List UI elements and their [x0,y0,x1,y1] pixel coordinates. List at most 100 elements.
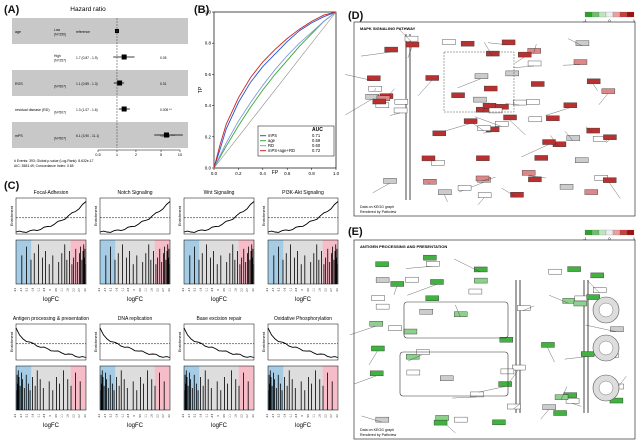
kegg-edge [345,99,372,116]
panel-e: (E) ANTIGEN PROCESSING AND PRESENTATION -… [344,222,643,443]
kegg-edge [564,356,588,360]
kegg-gene-box [559,183,574,190]
kegg-gene-box [367,75,381,81]
kegg-legend-cell [605,11,614,18]
kegg-gene-box [567,266,581,272]
gsea-xlabel: logFC [211,423,228,429]
gsea-ylabel: Enrichment [93,205,98,226]
roc-legend-name: mPS+age+RD [268,148,295,153]
kegg-frame [353,239,636,440]
gsea-tick-label: -2.7 [104,413,107,418]
kegg-edge [452,396,477,399]
gsea-tick-label: 1.6 [67,414,70,418]
roc-series-line [213,11,337,169]
panel-c-label: (C) [4,180,20,192]
kegg-gene-box [542,139,556,145]
gsea-neutral-region [31,240,71,284]
kegg-gene-box [474,73,489,79]
forest-row-n: (N=507) [54,137,66,141]
gsea-tick-label: 1.1 [313,288,316,292]
gsea-enrichment-curve [267,201,339,233]
kegg-gene-box [586,294,600,300]
roc-xtick-label: 0.8 [308,171,315,175]
gsea-tick-label: -2.2 [278,413,281,418]
gsea-barcode-frame [267,239,339,285]
kegg-gene-box [590,272,604,279]
gsea-enrichment-curve [99,327,171,358]
kegg-edge [454,258,481,273]
kegg-edge [345,74,374,81]
kegg-edge [444,194,448,203]
kegg-gene-box [390,281,404,287]
kegg-edge [477,197,485,205]
gsea-ylabel: Enrichment [9,331,14,352]
kegg-gene-box [495,121,509,127]
gsea-tick-label: 0 [301,415,304,417]
gsea-tick-label: 0.5 [307,288,310,292]
kegg-gene-box [475,175,490,182]
forest-row-p: 0.31 [160,82,167,86]
gsea-tick-label: 1.6 [151,288,154,292]
kegg-gene-box [581,351,595,357]
gsea-tick-label: 3.2 [168,414,171,418]
kegg-edge [389,112,401,116]
gsea-tick-label: 1.6 [319,288,322,292]
roc-frame [213,11,337,169]
kegg-gene-box [425,295,439,301]
kegg-gene-box [369,370,384,377]
roc-xtick-label: 0.0 [211,171,218,175]
gsea-tick-label: -2.7 [20,413,23,418]
gsea-tick-label: 2.7 [162,414,165,418]
gsea-tick-label: -0.5 [211,413,214,418]
gsea-tick-label: 1.6 [151,414,154,418]
kegg-gene-box [574,295,588,302]
roc-series-line [213,11,337,169]
forest-estimate-marker [121,106,127,112]
kegg-edge [405,266,433,269]
gsea-tick-label: -1.1 [205,287,208,292]
kegg-edge [564,131,573,141]
gsea-tick-label: 2.2 [324,414,327,418]
gsea-enrichment-frame [15,323,87,361]
kegg-compartment [399,351,509,397]
gsea-tick-label: -1.6 [200,413,203,418]
gsea-tick-label: -1.6 [200,287,203,292]
gsea-xlabel: logFC [127,423,144,429]
gsea-plot-title: Notch Signaling [117,190,152,196]
roc-legend-name: mPS [268,133,277,138]
gsea-negative-region [268,240,284,284]
roc-legend-title: AUC [312,127,323,133]
gsea-tick-label: -1.1 [37,287,40,292]
gsea-barcode-frame [183,365,255,411]
gsea-tick-label: 3.2 [84,288,87,292]
kegg-gene-box [548,268,562,275]
gsea-neutral-region [283,240,323,284]
gsea-tick-label: 0 [301,289,304,291]
gsea-enrichment-curve [183,327,255,358]
kegg-gene-box [477,125,491,131]
kegg-gene-box [435,415,449,421]
gsea-plot-title: Focal-Adhesion [34,190,69,196]
kegg-edge [513,65,535,68]
kegg-edge [547,347,555,363]
kegg-footer: Rendered by Pathview [360,433,397,437]
kegg-edge [372,183,390,193]
kegg-edge [428,182,430,185]
kegg-legend-cell [612,229,621,236]
forest-estimate-marker [117,80,123,86]
gsea-ylabel: Enrichment [93,331,98,352]
kegg-gene-box [593,287,607,293]
kegg-gene-box [432,130,447,137]
roc-xtick-label: 0.2 [235,171,242,175]
gsea-tick-label: -1.1 [121,413,124,418]
gsea-negative-region [16,240,32,284]
kegg-gene-box [486,50,500,57]
kegg-edge [361,415,382,423]
gsea-barcode-frame [15,365,87,411]
gsea-tick-label: -1.6 [116,413,119,418]
gsea-tick-label: 0.5 [139,288,142,292]
gsea-enrichment-frame [99,197,171,235]
kegg-gene-box [498,381,512,387]
kegg-gene-box [542,404,556,410]
kegg-gene-box [534,155,548,161]
